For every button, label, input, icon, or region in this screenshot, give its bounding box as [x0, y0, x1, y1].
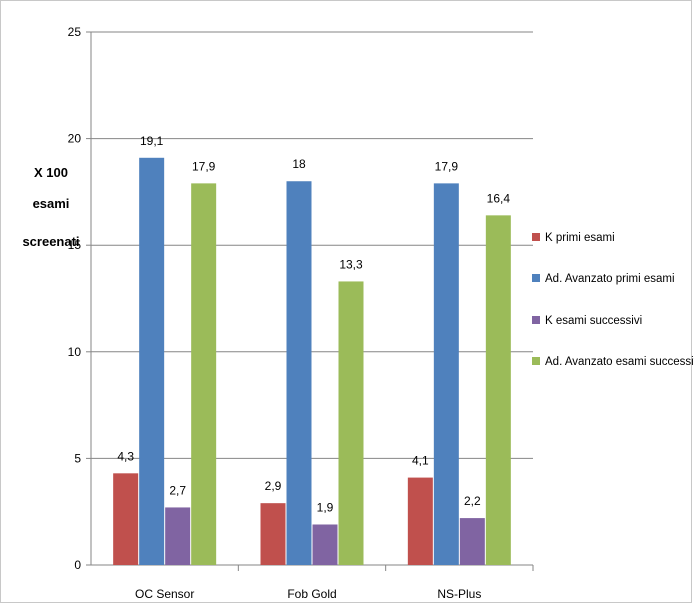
data-label-1-0: 19,1: [140, 134, 164, 148]
bar-2-2: [459, 518, 485, 565]
data-label-0-1: 2,9: [265, 479, 282, 493]
bar-0-0: [113, 473, 139, 565]
data-label-3-0: 17,9: [192, 159, 216, 173]
legend-label-2: K esami successivi: [545, 315, 642, 327]
category-label-0: OC Sensor: [135, 587, 194, 601]
data-label-2-2: 2,2: [464, 494, 481, 508]
data-label-0-2: 4,1: [412, 454, 429, 468]
bar-1-1: [286, 181, 312, 566]
legend-label-0: K primi esami: [545, 232, 615, 244]
data-label-3-1: 13,3: [339, 257, 363, 271]
bar-1-0: [139, 157, 165, 565]
legend-swatch-3: [532, 357, 540, 365]
bar-2-0: [165, 507, 191, 565]
bar-3-2: [485, 215, 511, 566]
category-label-1: Fob Gold: [287, 587, 336, 601]
y-axis-label-line-1: esami: [33, 196, 70, 211]
y-tick-label-5: 5: [74, 451, 81, 465]
data-label-1-2: 17,9: [435, 159, 459, 173]
y-tick-label-0: 0: [74, 558, 81, 572]
data-label-1-1: 18: [292, 157, 306, 171]
y-tick-label-20: 20: [68, 132, 82, 146]
bar-2-1: [312, 524, 338, 565]
legend-swatch-1: [532, 274, 540, 282]
data-label-2-1: 1,9: [317, 500, 334, 514]
legend-label-3: Ad. Avanzato esami successivi: [545, 356, 694, 368]
y-axis-label-line-2: screenati: [22, 234, 79, 249]
y-tick-label-15: 15: [68, 238, 82, 252]
bar-1-2: [433, 183, 459, 565]
y-tick-label-25: 25: [68, 25, 82, 39]
category-label-2: NS-Plus: [437, 587, 481, 601]
data-label-0-0: 4,3: [117, 449, 134, 463]
y-axis-label-line-0: X 100: [34, 165, 68, 180]
bar-3-1: [338, 281, 364, 565]
bar-0-1: [260, 503, 286, 565]
data-label-3-2: 16,4: [487, 191, 511, 205]
legend-swatch-2: [532, 316, 540, 324]
bar-3-0: [191, 183, 217, 565]
y-tick-label-10: 10: [68, 345, 82, 359]
bar-0-2: [407, 477, 433, 565]
data-label-2-0: 2,7: [169, 483, 186, 497]
legend-label-1: Ad. Avanzato primi esami: [545, 273, 675, 285]
legend-swatch-0: [532, 233, 540, 241]
